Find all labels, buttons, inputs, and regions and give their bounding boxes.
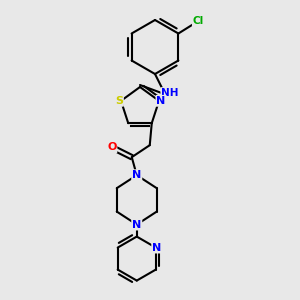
Text: N: N — [132, 170, 141, 180]
Text: N: N — [156, 96, 166, 106]
Text: NH: NH — [161, 88, 179, 98]
Text: S: S — [115, 96, 123, 106]
Text: N: N — [152, 243, 161, 253]
Text: O: O — [107, 142, 116, 152]
Text: Cl: Cl — [193, 16, 204, 26]
Text: N: N — [132, 220, 141, 230]
